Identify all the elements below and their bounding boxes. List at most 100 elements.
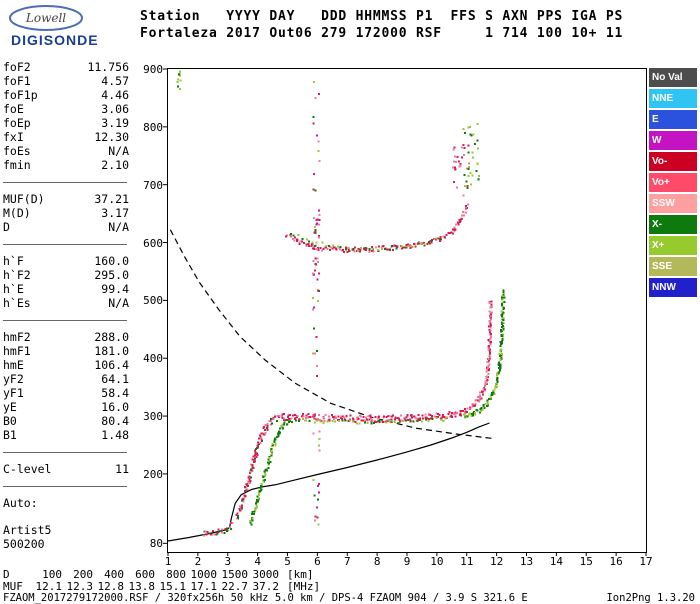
legend-item-label: SSW bbox=[652, 198, 675, 209]
param-group-separator bbox=[3, 244, 127, 245]
echo-direction-legend: No Val NNE E W Vo- Vo+ SSW X- X+ SSE NNW bbox=[649, 68, 697, 299]
dist-row-label: D bbox=[3, 568, 10, 581]
param-row: B0 80.4 bbox=[3, 414, 129, 428]
param-row: h`E 99.4 bbox=[3, 282, 129, 296]
legend-item: NNE bbox=[649, 89, 697, 108]
param-row: M(D) 3.17 bbox=[3, 206, 129, 220]
y-tick-label: 300 bbox=[143, 410, 163, 424]
param-row: foEs N/A bbox=[3, 144, 129, 158]
x-tick-label: 16 bbox=[609, 555, 623, 568]
param-value: 99.4 bbox=[101, 282, 129, 296]
echo-segment-second-hop-o bbox=[284, 203, 470, 253]
legend-item: No Val bbox=[649, 68, 697, 87]
echo-cluster-top-left-marks bbox=[176, 70, 182, 90]
x-tick-label: 8 bbox=[373, 555, 381, 568]
legend-item-label: SSE bbox=[652, 261, 673, 272]
param-group-separator bbox=[3, 486, 127, 487]
logo: Lowell DIGISONDE bbox=[6, 4, 136, 52]
param-label: D bbox=[3, 220, 10, 234]
param-value: N/A bbox=[108, 296, 129, 310]
dist-cell: 100 bbox=[42, 568, 62, 581]
legend-item: X- bbox=[649, 215, 697, 234]
x-tick-label: 2 bbox=[194, 555, 202, 568]
param-label: fxI bbox=[3, 130, 24, 144]
param-label: C-level bbox=[3, 462, 52, 476]
echo-segment-f-trace-asymptote-o bbox=[459, 300, 493, 417]
x-tick-label: 11 bbox=[460, 555, 474, 568]
param-label: foF2 bbox=[3, 60, 31, 74]
param-row: h`Es N/A bbox=[3, 296, 129, 310]
x-tick-label: 9 bbox=[403, 555, 411, 568]
param-value: 1.48 bbox=[101, 428, 129, 442]
param-value: 64.1 bbox=[101, 372, 129, 386]
y-tick-label: 900 bbox=[143, 63, 163, 76]
param-row: foE 3.06 bbox=[3, 102, 129, 116]
param-value: 37.21 bbox=[94, 192, 129, 206]
legend-item-label: NNW bbox=[652, 282, 676, 293]
param-group-separator bbox=[3, 452, 127, 453]
param-value: 181.0 bbox=[94, 344, 129, 358]
param-value: N/A bbox=[108, 220, 129, 234]
y-tick-label: 700 bbox=[143, 178, 163, 192]
echo-cluster-second-hop-spread-x bbox=[462, 123, 480, 189]
dist-cell: 15.1 bbox=[159, 580, 187, 593]
dist-unit: [km] bbox=[287, 568, 314, 581]
param-value: 16.0 bbox=[101, 400, 129, 414]
param-label: foE bbox=[3, 102, 24, 116]
legend-item-label: X- bbox=[652, 219, 662, 230]
echo-segment-f-trace-lead-o bbox=[235, 414, 279, 520]
x-tick-label: 3 bbox=[224, 555, 232, 568]
header-line-2: Fortaleza 2017 Out06 279 172000 RSF 1 71… bbox=[140, 26, 624, 41]
dist-cell: 1500 bbox=[221, 568, 249, 581]
y-tick-label: 400 bbox=[143, 352, 163, 366]
param-footer-line: Artist5 bbox=[3, 523, 52, 537]
x-tick-label: 7 bbox=[343, 555, 351, 568]
header-line-1: Station YYYY DAY DDD HHMMSS P1 FFS S AXN… bbox=[140, 9, 624, 24]
param-label: yF1 bbox=[3, 386, 24, 400]
param-value: 4.46 bbox=[101, 88, 129, 102]
param-label: h`E bbox=[3, 282, 24, 296]
param-label: fmin bbox=[3, 158, 31, 172]
legend-item-label: NNE bbox=[652, 93, 674, 104]
dist-unit: [MHz] bbox=[287, 580, 321, 593]
param-group-separator bbox=[3, 320, 127, 321]
param-row: foEp 3.19 bbox=[3, 116, 129, 130]
dist-cell: 12.8 bbox=[97, 580, 125, 593]
param-value: 160.0 bbox=[94, 254, 129, 268]
echo-segment-f-trace-flat-x bbox=[291, 416, 449, 425]
x-tick-label: 4 bbox=[254, 555, 261, 568]
x-tick-label: 6 bbox=[314, 555, 321, 568]
muf-transmission-curve bbox=[169, 229, 494, 440]
echo-cluster-rfi-column bbox=[312, 81, 321, 526]
parameter-panel: foF2 11.756 foF1 4.57 foF1p 4.46 foE 3.06 foEp 3.… bbox=[3, 60, 129, 551]
legend-item-label: X+ bbox=[652, 240, 665, 251]
x-tick-label: 12 bbox=[490, 555, 504, 568]
x-tick-label: 17 bbox=[639, 555, 653, 568]
distance-muf-table: D 100 200 400 600 800 1000 1500 3000 [km] MUF 12.1 1… bbox=[3, 569, 320, 593]
param-value: 3.19 bbox=[101, 116, 129, 130]
dist-cell: 37.2 bbox=[252, 580, 280, 593]
param-label: B0 bbox=[3, 414, 17, 428]
param-row: MUF(D) 37.21 bbox=[3, 192, 129, 206]
y-tick-label: 80 bbox=[149, 537, 163, 551]
param-row: yF1 58.4 bbox=[3, 386, 129, 400]
param-value: 106.4 bbox=[94, 358, 129, 372]
logo-name-text: DIGISONDE bbox=[11, 32, 99, 48]
x-tick-label: 14 bbox=[549, 555, 563, 568]
status-line: FZAOM_2017279172000.RSF / 320fx256h 50 k… bbox=[3, 592, 697, 604]
param-label: foF1p bbox=[3, 88, 38, 102]
dist-cell: 400 bbox=[104, 568, 124, 581]
param-label: foEp bbox=[3, 116, 31, 130]
legend-item: X+ bbox=[649, 236, 697, 255]
param-value: 12.30 bbox=[94, 130, 129, 144]
y-tick-label: 800 bbox=[143, 120, 163, 134]
legend-item: SSW bbox=[649, 194, 697, 213]
param-label: foEs bbox=[3, 144, 31, 158]
param-value: 3.17 bbox=[101, 206, 129, 220]
y-tick-label: 600 bbox=[143, 236, 163, 250]
param-label: B1 bbox=[3, 428, 17, 442]
legend-item-label: Vo- bbox=[652, 156, 668, 167]
param-row: B1 1.48 bbox=[3, 428, 129, 442]
param-row: foF2 11.756 bbox=[3, 60, 129, 74]
x-tick-label: 13 bbox=[519, 555, 534, 568]
